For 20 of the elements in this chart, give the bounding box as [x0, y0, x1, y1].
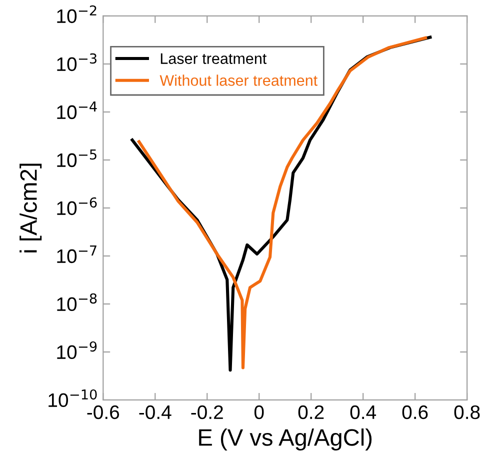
legend-label: Laser treatment — [160, 53, 267, 64]
y-tick-label: 10$^{−6}$ — [57, 197, 97, 216]
x-tick-label: 0.2 — [298, 405, 324, 420]
x-tick-label: 0.4 — [350, 405, 376, 420]
x-tick-label: -0.6 — [87, 405, 120, 420]
x-axis-title: E (V vs Ag/AgCl) — [199, 428, 372, 451]
x-tick-label: -0.4 — [139, 405, 172, 420]
x-tick-label: 0.8 — [454, 405, 480, 420]
x-tick-label: -0.2 — [191, 405, 223, 420]
y-tick-label: 10$^{−7}$ — [57, 246, 96, 264]
x-tick-label: 0.6 — [402, 405, 428, 420]
y-tick-label: 10$^{−3}$ — [57, 53, 96, 72]
y-tick-label: 10$^{−2}$ — [57, 5, 96, 24]
y-axis-title: i [A/cm2] — [20, 164, 42, 252]
y-tick-label: 10$^{−8}$ — [57, 293, 97, 312]
x-tick-label: 0 — [254, 405, 264, 420]
legend-label: Without laser treatment — [160, 74, 318, 86]
y-tick-label: 10$^{−5}$ — [57, 150, 96, 168]
y-tick-label: 10$^{−9}$ — [57, 341, 97, 360]
y-tick-label: 10$^{−4}$ — [57, 102, 97, 120]
